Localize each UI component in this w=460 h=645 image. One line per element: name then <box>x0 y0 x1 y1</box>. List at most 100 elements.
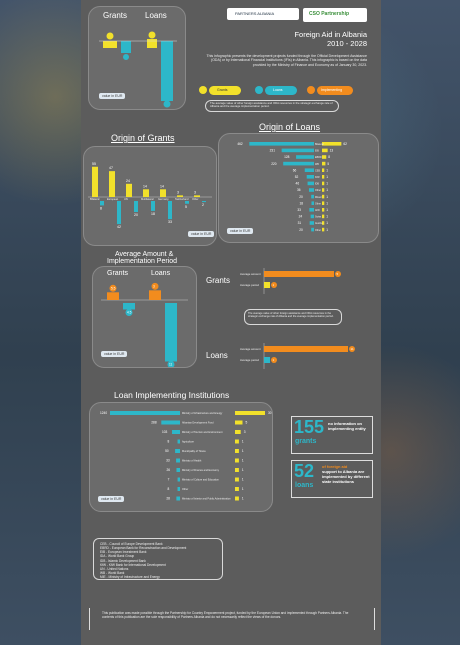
origin-loans-bar <box>309 208 314 212</box>
stat-loans-unit: loans <box>295 482 314 489</box>
legend-grants-label: Grants <box>217 88 228 92</box>
logo-right-text: CSO Partnership <box>309 11 350 17</box>
lii-grant-bar <box>235 449 239 453</box>
hbar-grants-chart: Average amount 5 Average period 1 <box>240 268 341 294</box>
abbrev-item: EIB - European Investment Bank <box>100 550 147 555</box>
origin-loans-row-label: EBRD <box>315 156 322 159</box>
legend-impl-pill: Implementing <box>317 86 353 95</box>
avg-amount-dot <box>151 282 159 290</box>
origin-loans-grant-value: 1 <box>326 188 328 192</box>
lii-loan-value: 288 <box>151 421 157 425</box>
origin-loans-grant-value: 1 <box>326 201 328 205</box>
lii-grant-bar <box>235 430 241 434</box>
origin-loans-value: 18 <box>299 201 303 205</box>
lii-card: 1240 Ministry of Infrastructure and Energ… <box>89 402 273 512</box>
lii-row-label: Ministry of Tourism and Environment <box>182 431 223 434</box>
lii-grant-bar <box>235 420 243 425</box>
lii-chart: 1240 Ministry of Infrastructure and Energ… <box>100 411 272 501</box>
hbar-grants-value: 5 <box>337 272 339 276</box>
origin-grants-value: 24 <box>126 179 130 183</box>
origin-loans-grant-bar <box>322 168 325 172</box>
lii-row-label: Ministry of Interior and Public Administ… <box>182 498 231 501</box>
abbrev-item: KfW - KfW Bank for International Develop… <box>100 562 166 567</box>
infographic-panel: Grants Loans value in EUR PARTNERS ALBAN… <box>81 0 381 645</box>
origin-loans-row-label: Swiss <box>315 216 322 219</box>
origin-grants-value: 3 <box>177 190 179 194</box>
lii-loan-bar <box>161 420 180 425</box>
origin-loans-value: 128 <box>284 155 290 159</box>
origin-loans-grant-value: 13 <box>330 149 334 153</box>
origin-loans-title-text: Origin of Loans <box>259 122 321 132</box>
lii-grant-value: 1 <box>242 497 244 501</box>
avg-period-label: 11 <box>169 363 173 367</box>
origin-loans-grant-bar <box>322 175 325 179</box>
origin-grants-unit-badge: value in EUR <box>188 231 215 237</box>
hbar-grants-dot <box>271 282 277 288</box>
origin-loans-value: 231 <box>270 149 276 153</box>
lii-row-label: Other <box>182 488 188 491</box>
origin-loans-grant-bar <box>322 201 325 205</box>
legend-grants-pill: Grants <box>209 86 241 95</box>
origin-grants-loan-bar <box>185 201 189 204</box>
lii-row-label: Agriculture <box>182 441 195 444</box>
summary-loans-bar <box>147 39 157 48</box>
lii-grant-value: 1 <box>242 459 244 463</box>
origin-loans-value: 33 <box>297 208 301 212</box>
origin-loans-grant-bar <box>322 221 325 225</box>
origin-loans-grant-bar <box>322 208 325 212</box>
avg-note-text: The average value of other foreign assis… <box>248 312 334 319</box>
summary-dot <box>148 31 156 39</box>
origin-loans-grant-value: 5 <box>327 162 329 166</box>
origin-loans-row-label: Bilateral <box>315 143 324 146</box>
origin-grants-bar <box>194 195 200 197</box>
origin-grants-category: Germany <box>158 197 169 201</box>
origin-loans-value: 66 <box>293 168 297 172</box>
origin-grants-category: UN <box>124 197 128 201</box>
origin-loans-grant-value: 1 <box>326 228 328 232</box>
origin-grants-loan-bar <box>151 201 155 211</box>
lii-grant-value: 1 <box>242 478 244 482</box>
lii-row-label: Albanian Development Fund <box>182 422 214 425</box>
hbar-grants-value: 1 <box>273 283 275 287</box>
lii-grant-value: 1 <box>242 440 244 444</box>
logo-left-text: PARTNERS ALBANIA <box>235 11 275 16</box>
avg-amount-dot <box>109 284 117 292</box>
origin-loans-bar <box>283 161 314 166</box>
hbar-loans-dot <box>271 357 277 363</box>
origin-grants-loan-value: 8 <box>100 206 102 210</box>
lii-loan-bar <box>176 468 180 472</box>
origin-loans-bar <box>307 181 314 186</box>
origin-loans-bar <box>311 227 314 232</box>
summary-grants-loan-bar <box>121 41 131 53</box>
origin-loans-bar <box>309 221 314 225</box>
origin-grants-chart: 55 8 Bilateral 47 42 European 24 20 UN 14 18 Multil… <box>88 162 212 229</box>
lii-loan-value: 8 <box>168 440 170 444</box>
summary-chart <box>99 31 177 108</box>
origin-loans-bar <box>306 175 314 179</box>
lii-row-label: Ministry of Finance and Economy <box>182 469 220 472</box>
header-years: 2010 - 2028 <box>326 39 367 48</box>
origin-grants-loan-value: 5 <box>185 205 187 209</box>
origin-loans-grant-bar <box>322 194 325 199</box>
hbar-loans-bar <box>264 346 348 352</box>
origin-loans-bar <box>311 201 314 205</box>
lii-loan-value: 103 <box>162 430 168 434</box>
origin-loans-bar <box>281 148 314 153</box>
avg-loans-label: Loans <box>151 270 171 277</box>
lii-row-label: Ministry of Culture and Education <box>182 479 219 482</box>
lii-grant-value: 3 <box>244 430 246 434</box>
origin-loans-row-label: Other <box>315 189 321 192</box>
origin-loans-grant-value: 1 <box>326 168 328 172</box>
origin-grants-value: 14 <box>143 184 147 188</box>
origin-grants-bar <box>126 183 132 197</box>
avg-amount-label: 3 <box>153 284 155 288</box>
origin-loans-value: 52 <box>295 175 299 179</box>
origin-grants-category: Other <box>192 197 199 201</box>
lii-grant-value: 1 <box>242 487 244 491</box>
origin-grants-value: 55 <box>92 162 96 166</box>
origin-loans-row-label: EIB <box>315 150 319 153</box>
stat-loans-number: 52 <box>294 461 315 481</box>
hbar-loans-bar <box>264 357 270 363</box>
avg-grants-label: Grants <box>107 270 129 277</box>
lii-row-label: Ministry of Health <box>182 460 202 463</box>
